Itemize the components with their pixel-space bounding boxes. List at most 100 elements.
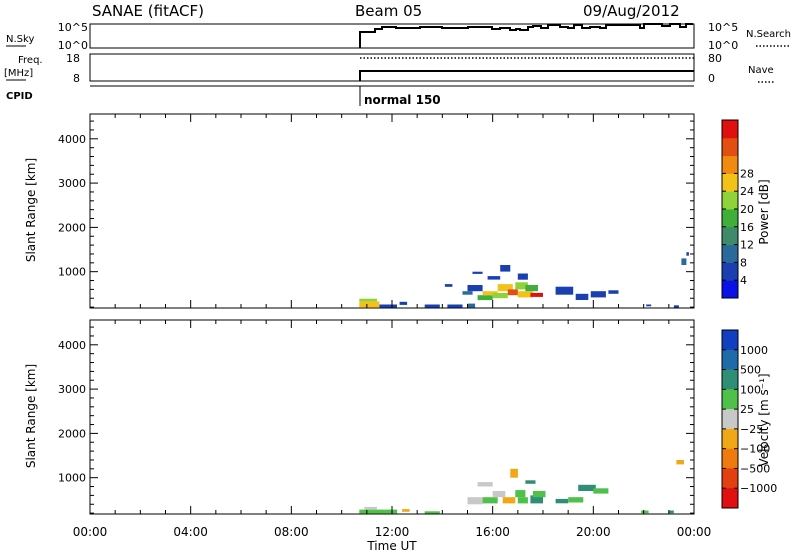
power-cell [525, 285, 538, 292]
power-colorbar-segment [722, 280, 738, 299]
velocity-cell [502, 497, 516, 504]
velocity-cell [530, 495, 543, 504]
velocity-colorbar-tick-label: −100 [740, 443, 770, 456]
velocity-colorbar-segment [722, 488, 738, 509]
power-cell [686, 252, 689, 256]
velocity-axes: 1000 2000 3000 4000 [58, 320, 695, 514]
power-cell [399, 301, 408, 305]
power-cell [487, 276, 501, 280]
power-cell [444, 284, 453, 287]
power-y-tick-label: 4000 [58, 133, 86, 146]
power-colorbar-segment [722, 137, 738, 157]
power-cell [462, 291, 473, 295]
velocity-cell [364, 506, 377, 510]
power-panel-frame [89, 113, 695, 309]
velocity-colorbar-segment [722, 468, 738, 489]
velocity-panel-frame [89, 319, 695, 515]
power-colorbar-tick-label: 4 [740, 274, 747, 287]
time-tick-label: 20:00 [576, 525, 611, 539]
velocity-cell [515, 490, 526, 498]
power-y-tick-label: 2000 [58, 221, 86, 234]
search-label: N.Search [746, 29, 791, 40]
velocity-colorbar-tick-label: −25 [740, 423, 763, 436]
power-cell [673, 305, 679, 308]
velocity-cell [492, 491, 506, 498]
date-title: 09/Aug/2012 [583, 2, 680, 20]
power-colorbar: 4 8 12 16 20 24 28 [721, 119, 754, 299]
velocity-colorbar-frame [721, 329, 739, 509]
velocity-colorbar-tick-label: 500 [740, 364, 761, 377]
velocity-cell [568, 497, 584, 503]
power-colorbar-segment [722, 226, 738, 246]
freq-label-line2: [MHz] [4, 68, 33, 79]
power-colorbar-segment [722, 262, 738, 281]
beam-title: Beam 05 [355, 2, 422, 20]
sky-panel-frame [89, 23, 695, 49]
velocity-cell [517, 497, 528, 504]
freq-panel-frame [89, 53, 695, 82]
power-cell [359, 301, 380, 308]
velocity-panel: 1000 2000 3000 4000 Slant Range [km] 1000 50… [24, 319, 777, 553]
power-cell [467, 285, 483, 292]
power-cell [517, 273, 528, 280]
velocity-colorbar: 1000 500 100 25 −25 −100 −500 −1000 [721, 329, 777, 509]
power-cell [515, 282, 528, 290]
velocity-colorbar-tick-label: 1000 [740, 344, 768, 357]
cpid-program-label: normal 150 [364, 93, 441, 107]
power-cell [379, 304, 397, 308]
power-cell [500, 265, 511, 272]
power-axes: 1000 2000 3000 4000 [58, 114, 695, 308]
velocity-y-axis-label: Slant Range [km] [24, 364, 38, 468]
velocity-cell [578, 484, 596, 491]
power-cell [646, 304, 652, 307]
velocity-cell [359, 509, 398, 514]
sky-label: N.Sky [6, 34, 34, 45]
power-cell [477, 295, 493, 301]
power-colorbar-segment [722, 120, 738, 139]
velocity-cells [359, 460, 684, 514]
freq-trace [359, 70, 694, 81]
power-colorbar-segment [722, 191, 738, 210]
power-y-tick-label: 1000 [58, 266, 86, 279]
power-cell [497, 284, 513, 292]
velocity-cell [676, 460, 684, 465]
power-colorbar-segment [722, 244, 738, 263]
power-colorbar-label: Power [dB] [757, 179, 771, 244]
power-cells [359, 252, 689, 308]
velocity-y-tick-label: 1000 [58, 472, 86, 485]
power-panel: 1000 2000 3000 4000 Slant Range [km] 4 8 12 16… [24, 113, 771, 309]
power-cell [608, 290, 619, 294]
power-cell [575, 293, 589, 300]
power-colorbar-tick-label: 8 [740, 256, 747, 269]
nave-label: Nave [748, 65, 774, 76]
velocity-colorbar-segment [722, 428, 738, 450]
time-tick-label: 00:00 [677, 525, 712, 539]
sky-panel: N.Sky 10^5 10^0 10^5 10^0 N.Search [6, 21, 791, 52]
power-y-axis-label: Slant Range [km] [24, 158, 38, 262]
sky-left-tick-bottom: 10^0 [58, 39, 88, 52]
time-tick-labels: 00:00 04:00 08:00 12:00 16:00 20:00 00:00 [73, 525, 712, 539]
power-colorbar-tick-label: 20 [740, 203, 754, 216]
power-cell [555, 286, 574, 295]
power-y-tick-label: 3000 [58, 177, 86, 190]
power-cell [359, 298, 377, 302]
freq-panel: Freq. [MHz] 18 8 80 0 Nave [4, 52, 774, 85]
velocity-colorbar-tick-label: 100 [740, 383, 761, 396]
power-cell [482, 291, 498, 296]
velocity-cell [668, 510, 674, 514]
power-cell [681, 258, 687, 265]
velocity-cell [477, 482, 493, 487]
power-cell [530, 292, 543, 297]
power-cell [590, 291, 606, 298]
power-cell [424, 304, 440, 308]
velocity-colorbar-segment [722, 330, 738, 351]
velocity-y-tick-label: 2000 [58, 427, 86, 440]
power-colorbar-tick-label: 28 [740, 167, 754, 180]
velocity-colorbar-segment [722, 448, 738, 469]
velocity-colorbar-tick-label: −500 [740, 462, 770, 475]
velocity-colorbar-segment [722, 409, 738, 430]
power-colorbar-segment [722, 209, 738, 228]
time-tick-label: 08:00 [274, 525, 309, 539]
velocity-cell [532, 491, 546, 498]
velocity-cell [467, 497, 483, 505]
